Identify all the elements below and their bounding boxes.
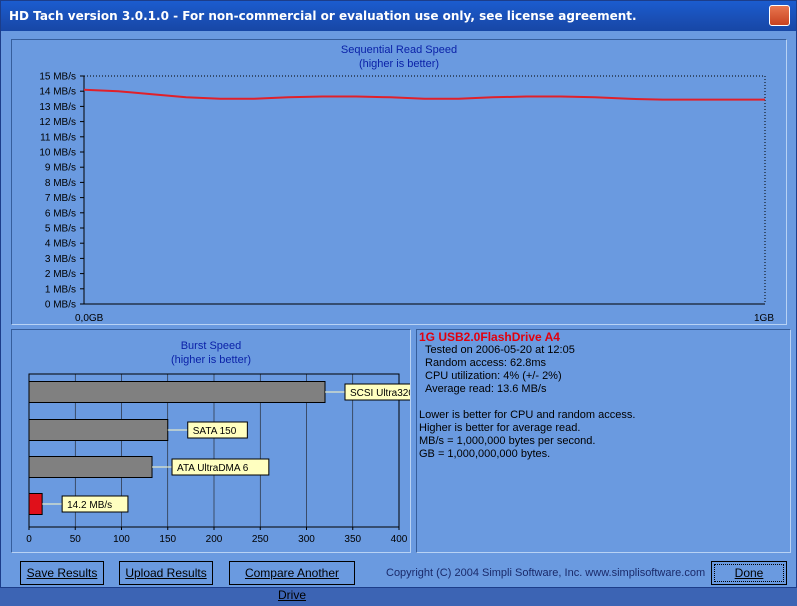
burst-x-tick-label: 150 [159,534,176,545]
average-read: Average read: 13.6 MB/s [425,383,547,395]
seq-y-tick-label: 6 MB/s [45,208,76,219]
seq-y-tick-label: 13 MB/s [39,102,76,113]
seq-plot-area [83,75,766,305]
window-title: HD Tach version 3.0.1.0 - For non-commer… [9,9,637,23]
burst-bar-label-box [171,458,270,476]
burst-bar-label-box [187,421,248,439]
burst-bar-label: SCSI Ultra320 [350,388,410,399]
burst-bar [28,419,169,441]
note-line: Lower is better for CPU and random acces… [419,409,636,421]
seq-y-tick-label: 8 MB/s [45,178,76,189]
seq-y-tick-label: 2 MB/s [45,269,76,280]
cpu-utilization: CPU utilization: 4% (+/- 2%) [425,370,562,382]
note-line: GB = 1,000,000,000 bytes. [419,448,551,460]
seq-y-tick-label: 11 MB/s [40,132,76,143]
burst-bar-label: SATA 150 [193,426,237,437]
seq-y-tick-label: 15 MB/s [39,72,76,83]
burst-bar-label: 14.2 MB/s [67,500,112,511]
seq-x-start-label: 0,0GB [75,313,104,324]
burst-x-tick-label: 200 [206,534,223,545]
burst-bar-label: ATA UltraDMA 6 [177,463,249,474]
copyright-text: Copyright (C) 2004 Simpli Software, Inc.… [386,567,706,579]
seq-y-tick-label: 5 MB/s [45,224,76,235]
burst-speed-panel: Burst Speed (higher is better) SCSI Ultr… [11,329,437,553]
note-line: Higher is better for average read. [419,422,581,434]
seq-y-tick-label: 1 MB/s [45,284,76,295]
burst-bar [28,493,43,515]
burst-bar [28,456,153,478]
upload-results-button[interactable]: Upload Results [119,561,213,585]
burst-bar [28,381,326,403]
burst-x-tick-label: 350 [344,534,361,545]
results-info: 1G USB2.0FlashDrive A4 Tested on 2006-05… [416,329,791,553]
burst-speed-chart: Burst Speed (higher is better) SCSI Ultr… [26,340,437,545]
seq-y-tick-label: 3 MB/s [45,254,76,265]
note-line: MB/s = 1,000,000 bytes per second. [419,435,596,447]
title-bar: HD Tach version 3.0.1.0 - For non-commer… [1,1,796,31]
test-date: Tested on 2006-05-20 at 12:05 [425,344,575,356]
sequential-read-panel: Sequential Read Speed (higher is better)… [11,39,787,325]
seq-y-tick-label: 7 MB/s [45,193,76,204]
burst-x-tick-label: 400 [391,534,408,545]
seq-x-end-label: 1GB [754,313,774,324]
burst-x-tick-label: 0 [26,534,32,545]
compare-drive-button[interactable]: Compare Another Drive [229,561,355,602]
burst-x-tick-label: 100 [113,534,130,545]
done-button[interactable]: Done [711,561,787,585]
close-icon[interactable] [769,5,790,26]
seq-chart-subtitle: (higher is better) [359,58,439,70]
save-results-button[interactable]: Save Results [20,561,104,585]
seq-y-tick-label: 14 MB/s [39,87,76,98]
random-access: Random access: 62.8ms [425,357,547,369]
burst-bar-label-box [61,495,129,513]
seq-y-tick-label: 9 MB/s [45,163,76,174]
burst-chart-subtitle: (higher is better) [171,354,251,366]
burst-chart-title: Burst Speed [181,340,242,352]
drive-name: 1G USB2.0FlashDrive A4 [419,330,560,344]
seq-y-tick-label: 12 MB/s [39,117,76,128]
sequential-read-chart: Sequential Read Speed (higher is better)… [39,44,774,324]
seq-chart-title: Sequential Read Speed [341,44,457,56]
seq-y-tick-label: 4 MB/s [45,239,76,250]
burst-x-tick-label: 250 [252,534,269,545]
seq-series-line [83,88,765,101]
burst-x-tick-label: 50 [70,534,82,545]
results-info-panel [416,329,791,553]
seq-y-tick-label: 10 MB/s [39,148,76,159]
burst-x-tick-label: 300 [298,534,315,545]
seq-y-tick-label: 0 MB/s [45,300,76,311]
